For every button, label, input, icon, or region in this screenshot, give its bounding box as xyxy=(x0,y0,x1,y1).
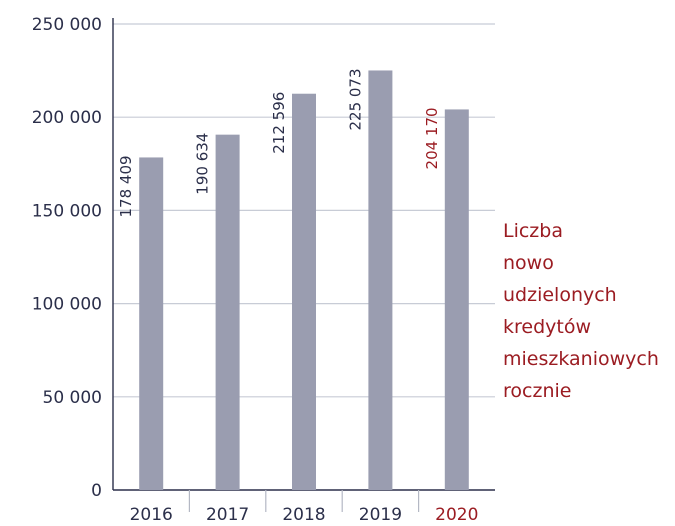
bar-2016 xyxy=(139,157,164,490)
bar-2019 xyxy=(368,70,393,490)
x-tick-label-2020: 2020 xyxy=(435,505,478,525)
y-tick-label: 50 000 xyxy=(43,388,102,408)
value-label-2020: 204 170 xyxy=(423,107,441,169)
value-label-2019: 225 073 xyxy=(346,68,364,130)
caption-line: Liczba xyxy=(503,220,563,242)
caption-line: udzielonych xyxy=(503,284,617,306)
y-tick-label: 200 000 xyxy=(32,108,102,128)
caption-line: rocznie xyxy=(503,380,571,402)
value-label-2016: 178 409 xyxy=(117,155,135,217)
chart-caption: Liczba nowo udzielonych kredytów mieszkaniow… xyxy=(503,220,659,402)
caption-line: mieszkaniowych xyxy=(503,348,659,370)
caption-line: kredytów xyxy=(503,316,591,338)
caption-line: nowo xyxy=(503,252,554,274)
value-label-2018: 212 596 xyxy=(270,92,288,154)
bar-2017 xyxy=(215,134,240,491)
value-label-2017: 190 634 xyxy=(194,133,212,195)
x-tick-label-2018: 2018 xyxy=(282,505,325,525)
x-tick-label-2017: 2017 xyxy=(206,505,249,525)
x-tick-label-2019: 2019 xyxy=(359,505,402,525)
y-tick-label: 100 000 xyxy=(32,295,102,315)
x-tick-label-2016: 2016 xyxy=(130,505,173,525)
value-labels: 178 409 190 634 212 596 225 073 204 170 xyxy=(117,68,441,217)
y-tick-label: 250 000 xyxy=(32,15,102,35)
x-tick-labels: 2016 2017 2018 2019 2020 xyxy=(130,505,479,525)
y-tick-label: 0 xyxy=(91,481,102,501)
bars xyxy=(139,70,469,491)
bar-2018 xyxy=(292,93,316,490)
y-tick-label: 150 000 xyxy=(32,201,102,221)
bar-2020 xyxy=(444,109,469,490)
y-tick-labels: 0 50 000 100 000 150 000 200 000 250 000 xyxy=(32,15,102,501)
